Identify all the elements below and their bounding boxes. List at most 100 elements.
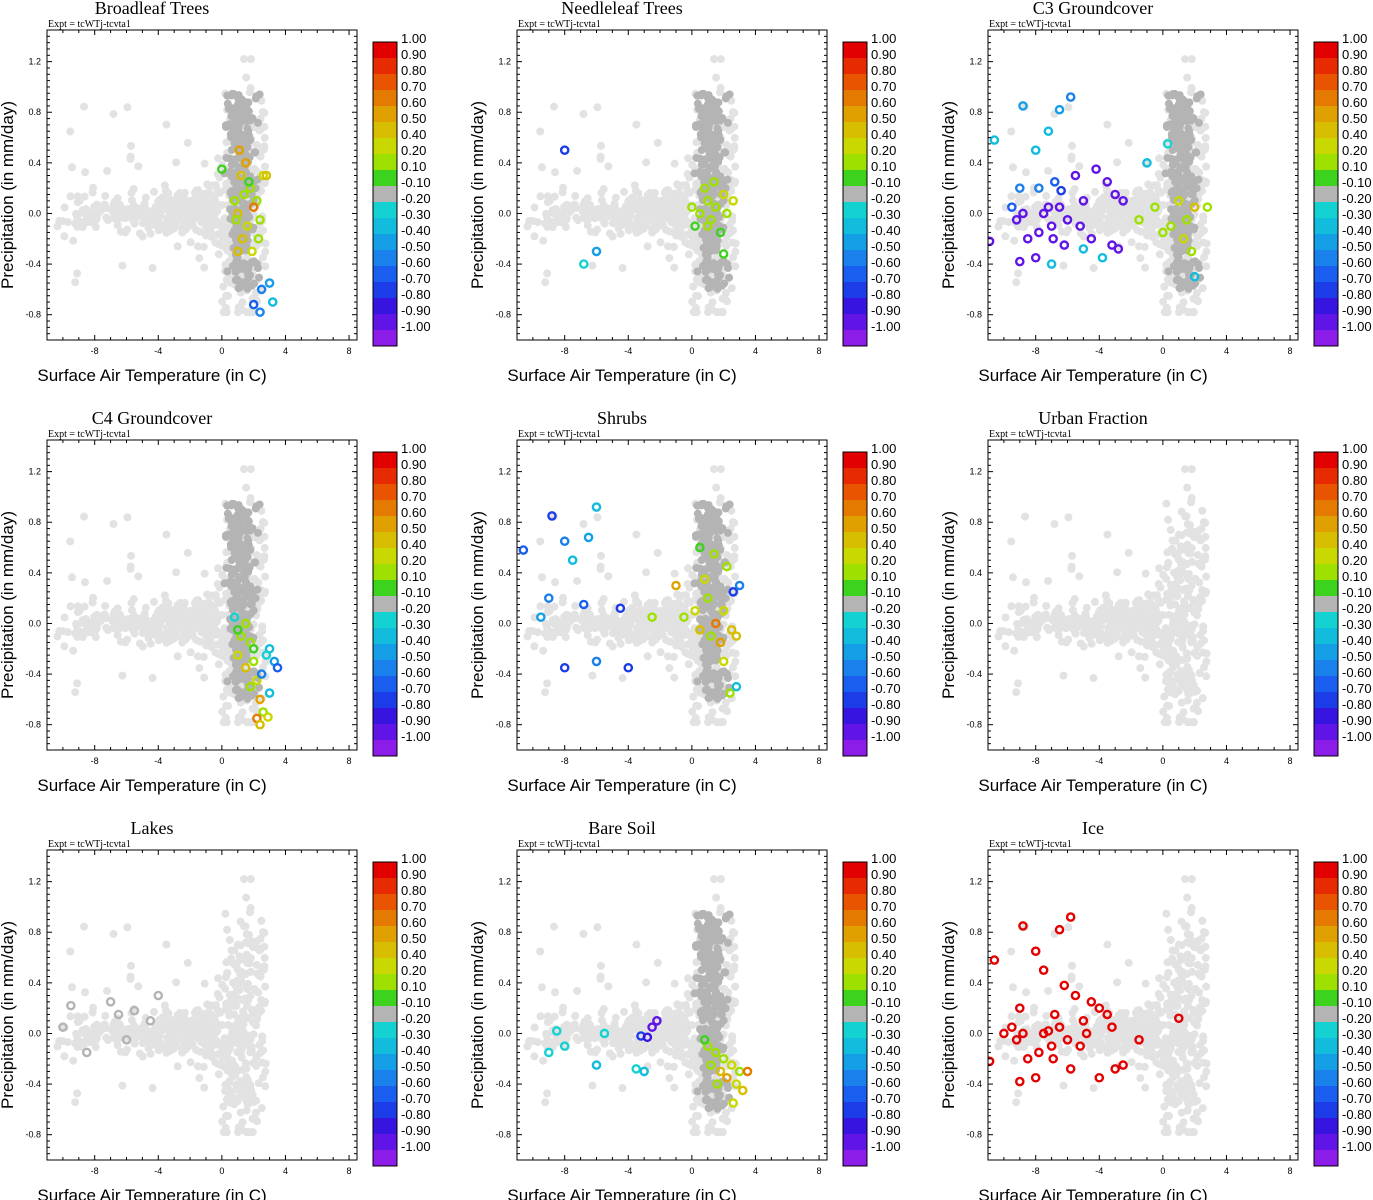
data-point [234,145,245,156]
background-point [661,210,670,219]
background-point [149,220,158,229]
data-point [1086,233,1097,244]
colorbar-label: -0.20 [401,191,431,206]
background-point [731,672,740,681]
background-point [127,551,136,560]
background-point [634,627,643,636]
colorbar-label: -0.10 [1342,175,1372,190]
background-point [642,158,651,167]
background-point [662,635,671,644]
no-change-point [704,141,713,150]
no-change-point [232,107,241,116]
background-point [583,631,592,640]
background-point [1070,201,1079,210]
background-point [676,637,685,646]
colorbar-swatch [373,138,397,154]
colorbar-label: -0.80 [401,697,431,712]
colorbar-label: 0.10 [401,569,426,584]
background-point [259,253,268,262]
background-point [716,84,725,93]
background-point [60,232,69,241]
background-point [1193,241,1202,250]
data-point [229,612,240,622]
background-point [127,141,136,150]
background-point [183,138,192,147]
colorbar-swatch [843,218,867,234]
colorbar-swatch [1314,74,1338,90]
colorbar-label: 1.00 [401,31,426,46]
colorbar-label: 1.00 [1342,31,1367,46]
background-point [1192,288,1201,297]
background-point [688,611,697,620]
background-point [536,602,545,611]
background-point [587,622,596,631]
background-point [199,652,208,661]
background-point [212,217,221,226]
background-point [1136,254,1145,263]
background-point [208,615,217,624]
colorbar: 1.000.900.800.700.600.500.400.200.10-0.1… [842,31,901,347]
background-point [1140,206,1149,215]
colorbar-label: -0.50 [1342,239,1372,254]
background-point [141,626,150,635]
background-point [1200,253,1209,262]
y-tick-label: 0.4 [498,158,511,168]
background-point [1163,308,1172,317]
no-change-point [247,600,256,609]
background-point [551,168,560,177]
data-point [217,164,227,174]
background-point [716,465,725,474]
background-point [625,218,634,227]
colorbar-label: 0.90 [871,47,896,62]
background-point [201,189,210,198]
background-point [82,205,91,214]
background-point [539,236,548,245]
background-point [155,628,164,637]
background-point [722,241,731,250]
y-tick-label: -0.4 [966,259,982,269]
data-point [1070,170,1081,181]
colorbar-label: -0.60 [871,255,901,270]
x-axis-label: Surface Air Temperature (in C) [37,366,266,385]
no-change-point [703,118,712,127]
no-change-point [233,528,242,537]
data-point [237,233,248,244]
background-point [117,622,126,631]
background-point [681,197,690,206]
colorbar-label: -0.70 [871,271,901,286]
background-point [1103,228,1112,237]
background-point [66,127,75,136]
colorbar-label: -0.30 [401,617,431,632]
data-point [1186,246,1197,257]
no-change-point [236,693,245,702]
colorbar-label: -0.80 [401,287,431,302]
background-point [1111,217,1120,226]
background-point [612,615,621,624]
data-point [1142,158,1152,168]
colorbar-swatch [373,692,397,708]
background-point [1154,170,1163,179]
background-point [113,631,122,640]
data-point [236,170,246,181]
no-change-point [1188,190,1197,199]
background-point [708,305,717,314]
colorbar-swatch [1314,170,1338,186]
colorbar-label: 0.90 [1342,47,1367,62]
plot-area [988,55,1213,317]
background-point [162,120,171,129]
background-point [549,102,558,111]
data-point [240,618,251,629]
background-point [81,168,90,177]
background-point [1162,260,1171,269]
no-change-point [1182,154,1191,163]
colorbar-swatch [373,708,397,724]
data-point [1030,252,1041,263]
background-point [73,269,82,278]
no-change-point [699,243,708,252]
background-point [1059,261,1068,270]
background-point [588,261,597,270]
background-point [242,73,251,82]
no-change-point [253,585,262,594]
background-point [188,199,197,208]
no-change-point [1174,183,1183,192]
